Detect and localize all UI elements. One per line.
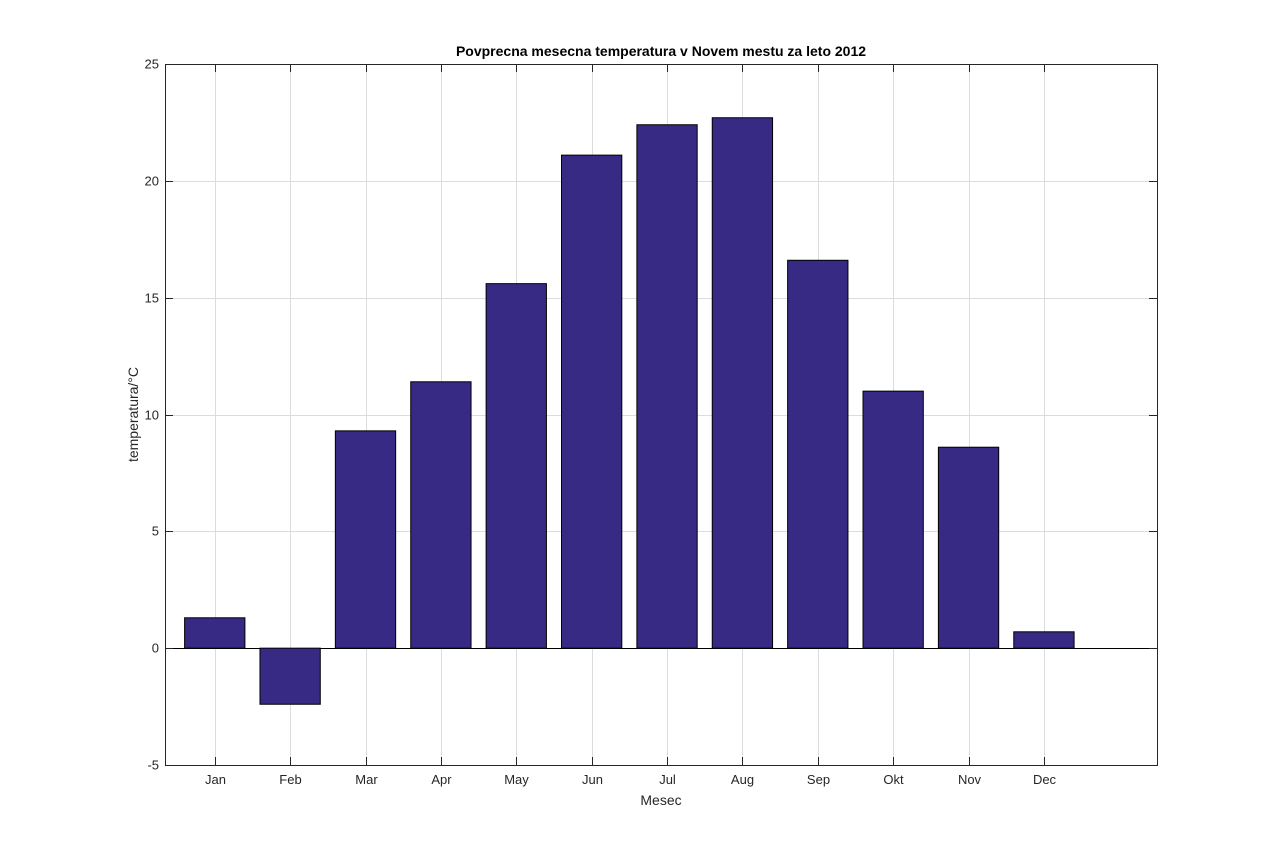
bar-apr [410,381,472,649]
x-axis-label: Mesec [640,792,681,808]
x-tick-label: Aug [731,772,754,787]
y-axis-label: temperatura/°C [125,367,141,462]
y-tick-label: 15 [145,291,159,306]
bar-aug [711,117,774,649]
bar-dec [1013,631,1075,649]
y-tick-label: -5 [147,758,159,773]
bar-okt [862,390,924,649]
chart-title: Povprecna mesecna temperatura v Novem me… [456,43,866,59]
x-tick-label: Sep [807,772,830,787]
x-tick-label: Jul [659,772,676,787]
x-tick-labels: Jan Feb Mar Apr May Jun Jul Aug Sep Okt Nov Dec [205,772,1057,787]
bar-sep [787,259,849,649]
bar-mar [334,430,397,649]
y-tick-label: 10 [145,408,159,423]
bar-jul [636,124,698,649]
x-tick-label: Feb [279,772,301,787]
bar-nov [937,446,1000,649]
tick-marks [165,64,1157,766]
bar-jan [184,617,246,649]
bar-jun [560,154,623,649]
x-tick-label: Okt [883,772,904,787]
bars [184,117,1075,705]
y-tick-label: 5 [152,524,159,539]
x-tick-label: Jun [582,772,603,787]
x-tick-label: May [504,772,529,787]
bar-may [485,283,547,649]
y-tick-labels: -5 0 5 10 15 20 25 [145,57,159,773]
x-tick-label: Dec [1033,772,1057,787]
x-tick-label: Jan [205,772,226,787]
y-tick-label: 25 [145,57,159,72]
x-tick-label: Apr [431,772,452,787]
bar-feb [259,647,321,705]
x-tick-label: Mar [355,772,378,787]
y-tick-label: 0 [152,641,159,656]
x-tick-label: Nov [958,772,982,787]
y-tick-label: 20 [145,174,159,189]
